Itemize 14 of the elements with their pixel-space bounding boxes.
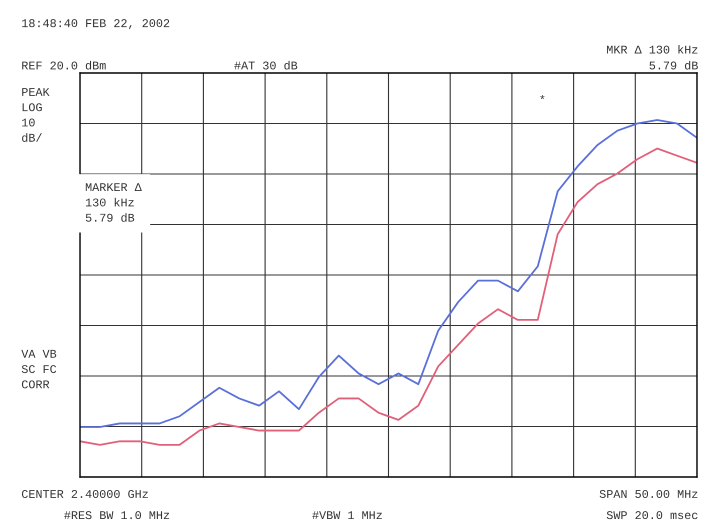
text: MKR Δ 130 kHz (607, 44, 698, 54)
text: PEAK LOG 10 dB/ (22, 88, 50, 142)
text: SPAN 50.00 MHz (600, 490, 698, 498)
text: CENTER 2.40000 GHz (22, 490, 148, 498)
text: 18:48:40 FEB 22, 2002 (22, 19, 170, 30)
text: * (540, 95, 544, 100)
text: #VBW 1 MHz (312, 511, 382, 520)
text: 5.79 dB (650, 60, 698, 70)
text: SWP 20.0 msec (606, 511, 698, 520)
text: #AT 30 dB (234, 60, 298, 70)
text: #RES BW 1.0 MHz (64, 511, 170, 520)
text: VA VB SC FC CORR (21, 350, 56, 388)
annotation: MARKER Δ 130 kHz 5.79 dB (86, 183, 142, 222)
text: REF 20.0 dBm (22, 60, 106, 70)
